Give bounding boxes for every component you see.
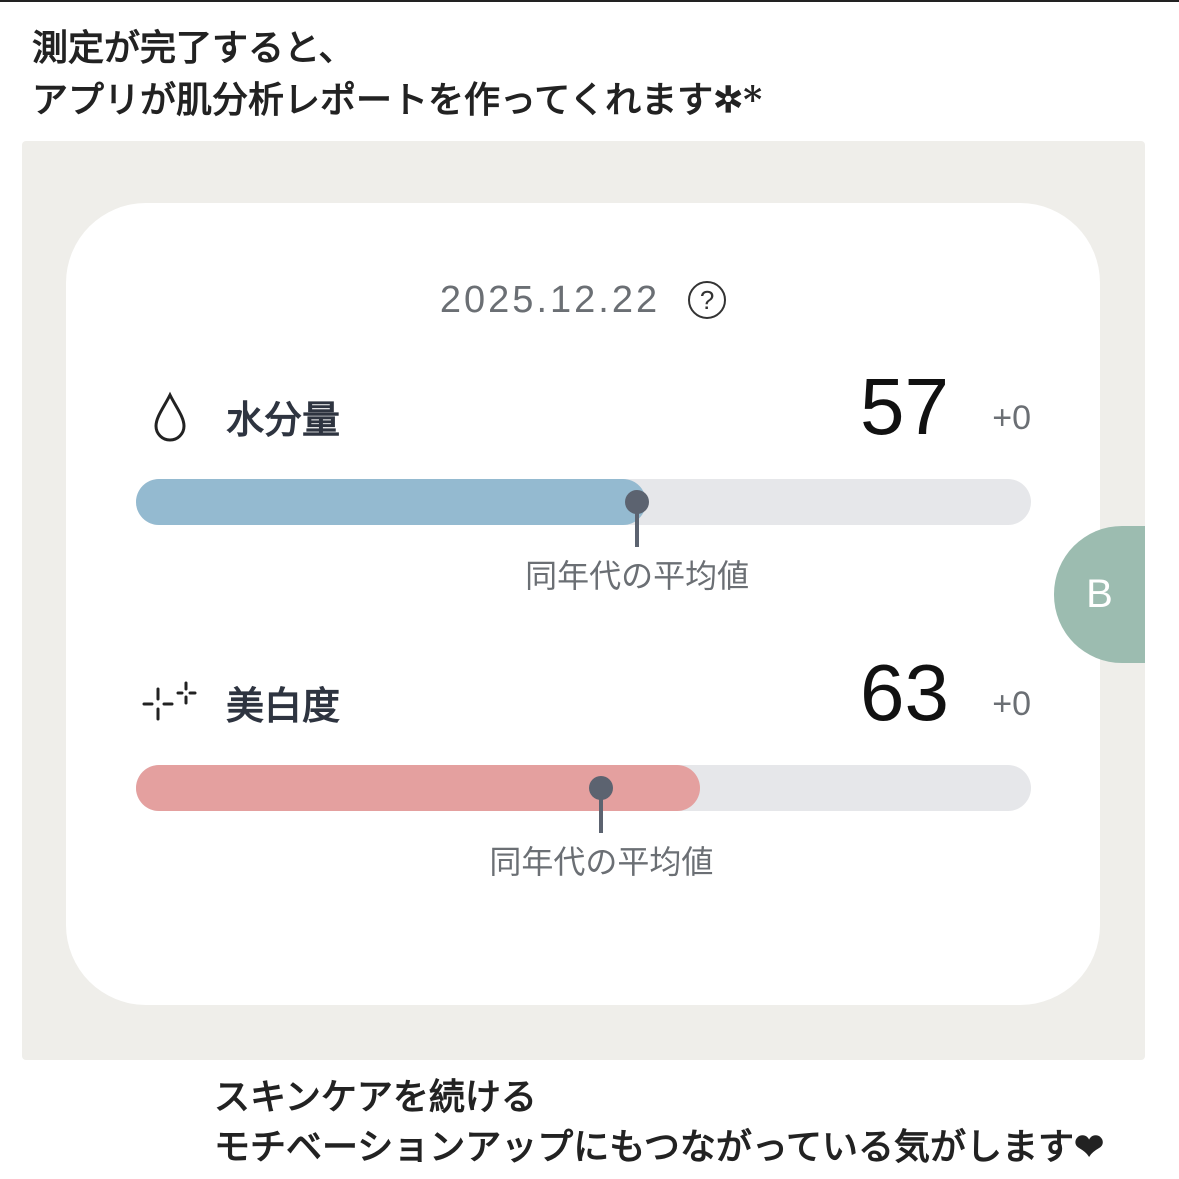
metric-bar-track: 同年代の平均値	[136, 765, 1031, 881]
help-icon[interactable]: ?	[688, 281, 727, 319]
metric-bar-fill	[136, 765, 700, 811]
metric-label: 水分量	[226, 398, 341, 442]
caption-top: 測定が完了すると、 アプリが肌分析レポートを作ってくれます✲*	[32, 22, 762, 126]
metric-whiteness: 美白度 63 +0 同年代の平均値	[136, 648, 1031, 887]
report-date: 2025.12.22	[439, 278, 661, 321]
metric-value: 57	[860, 362, 949, 451]
metric-bar-fill	[136, 479, 647, 525]
metric-delta: +0	[992, 399, 1031, 437]
average-marker	[625, 490, 650, 514]
top-rule	[0, 0, 1179, 2]
sparkle-icon	[142, 681, 197, 721]
average-marker-stem	[599, 795, 604, 833]
average-marker	[589, 776, 614, 800]
metric-delta: +0	[992, 685, 1031, 723]
screenshot-panel: 2025.12.22 ? 水分量 57 +0 同年代の平均値	[22, 141, 1145, 1060]
metric-moisture: 水分量 57 +0 同年代の平均値	[136, 362, 1031, 601]
average-label: 同年代の平均値	[489, 843, 714, 881]
metric-bar-track: 同年代の平均値	[136, 479, 1031, 595]
caption-bottom-line-1: スキンケアを続ける	[214, 1076, 537, 1118]
caption-bottom: スキンケアを続ける モチベーションアップにもつながっている気がします❤	[214, 1072, 1104, 1172]
caption-top-line-1: 測定が完了すると、	[32, 27, 355, 69]
skin-report-card: 2025.12.22 ? 水分量 57 +0 同年代の平均値	[66, 203, 1100, 1005]
caption-top-line-2: アプリが肌分析レポートを作ってくれます✲*	[32, 79, 763, 121]
average-label: 同年代の平均値	[525, 557, 750, 595]
date-row: 2025.12.22 ?	[66, 277, 1100, 323]
average-marker-stem	[635, 509, 640, 547]
metric-label: 美白度	[226, 684, 341, 728]
metric-value: 63	[860, 648, 949, 737]
caption-bottom-line-2: モチベーションアップにもつながっている気がします❤	[214, 1126, 1105, 1168]
water-drop-icon	[154, 391, 186, 442]
